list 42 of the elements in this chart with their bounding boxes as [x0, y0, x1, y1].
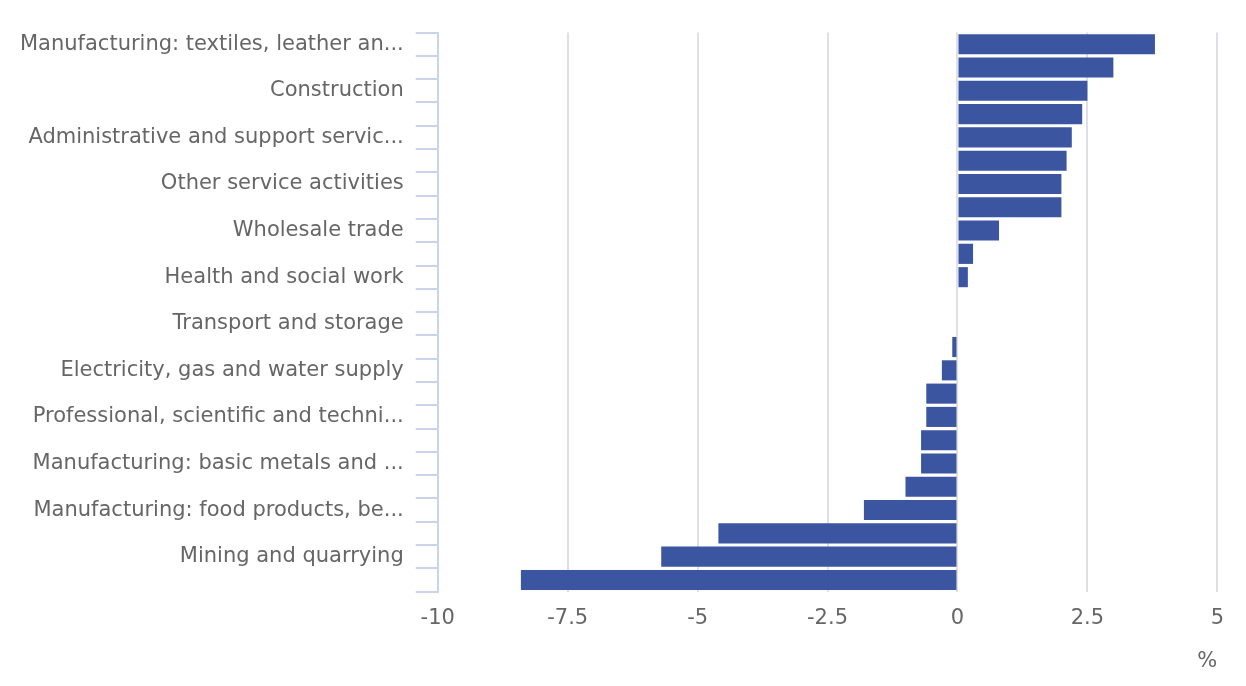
- y-tick-label: Manufacturing: basic metals and ...: [32, 449, 404, 474]
- y-tick-label: Other service activities: [160, 170, 404, 195]
- x-tick-label: -2.5: [807, 604, 849, 629]
- bar: [958, 80, 1088, 101]
- bar: [905, 476, 957, 497]
- x-tick-label: 0: [950, 604, 965, 629]
- y-tick-label: Electricity, gas and water supply: [60, 356, 404, 381]
- bar: [718, 523, 957, 544]
- bar: [958, 243, 974, 264]
- bar: [952, 336, 957, 358]
- x-tick-label: -5: [687, 604, 709, 629]
- bar: [921, 430, 957, 451]
- y-tick-label: Manufacturing: textiles, leather an...: [19, 30, 404, 55]
- y-tick-label: Professional, scientific and techni...: [32, 403, 404, 428]
- bar: [921, 453, 957, 474]
- bar: [941, 360, 957, 381]
- bar: [958, 150, 1067, 171]
- x-tick-label: -7.5: [547, 604, 589, 629]
- y-tick-label: Manufacturing: food products, be...: [33, 496, 404, 521]
- bar: [958, 34, 1155, 55]
- x-tick-label: 2.5: [1070, 604, 1105, 629]
- bar: [958, 173, 1062, 195]
- bar: [926, 406, 957, 427]
- y-tick-label: Construction: [270, 77, 404, 102]
- bar: [958, 220, 1000, 241]
- y-tick-label: Mining and quarrying: [179, 543, 404, 568]
- bar: [863, 500, 957, 521]
- x-tick-label: 5: [1210, 604, 1225, 629]
- bar: [926, 383, 957, 404]
- bar: [958, 57, 1114, 78]
- bar: [958, 127, 1072, 148]
- bar: [520, 569, 957, 590]
- y-tick-label: Wholesale trade: [232, 217, 404, 242]
- x-axis-title: %: [1197, 647, 1218, 672]
- bar: [661, 546, 957, 567]
- bar: [958, 267, 968, 288]
- y-tick-label: Administrative and support servic...: [28, 123, 404, 148]
- bar: [958, 197, 1062, 218]
- y-tick-label: Transport and storage: [171, 310, 404, 335]
- bar: [958, 104, 1083, 125]
- x-tick-label: -10: [420, 604, 455, 629]
- y-tick-label: Health and social work: [164, 263, 405, 288]
